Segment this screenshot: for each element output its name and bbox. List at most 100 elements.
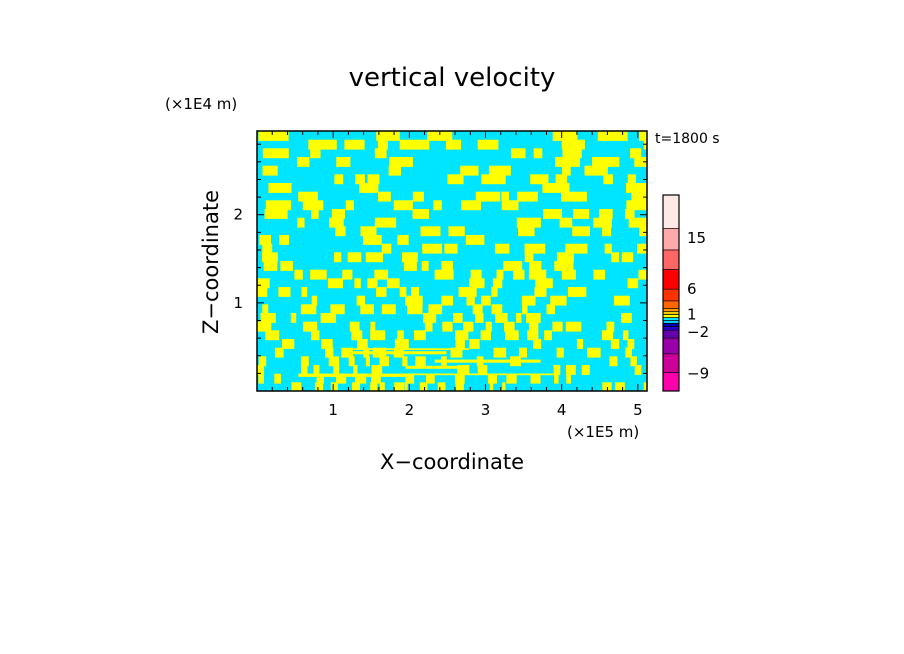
positive-velocity-cell [422, 243, 443, 254]
positive-velocity-cell [625, 347, 632, 358]
positive-velocity-cell [521, 295, 536, 306]
positive-velocity-cell [262, 304, 269, 315]
positive-velocity-cell [481, 295, 491, 306]
positive-velocity-cell [470, 269, 482, 280]
positive-velocity-cell [320, 313, 337, 323]
positive-velocity-cell [258, 131, 289, 141]
chart-title: vertical velocity [349, 63, 556, 93]
positive-velocity-cell [279, 235, 290, 245]
positive-velocity-cell [528, 321, 539, 332]
positive-velocity-cell [298, 191, 318, 202]
positive-velocity-cell [423, 313, 437, 323]
positive-velocity-cell [566, 373, 571, 384]
positive-velocity-cell [638, 269, 647, 280]
positive-velocity-cell [264, 209, 288, 219]
positive-velocity-cell [562, 148, 582, 159]
positive-velocity-cell [614, 382, 625, 391]
positive-velocity-cell [359, 183, 379, 193]
positive-velocity-cell [311, 295, 318, 306]
positive-velocity-cell [606, 321, 615, 332]
positive-velocity-cell [469, 339, 480, 349]
positive-velocity-cell [354, 278, 361, 289]
positive-velocity-cell [353, 365, 358, 375]
positive-velocity-cell [454, 373, 465, 384]
positive-velocity-cell [510, 148, 526, 159]
positive-velocity-cell [460, 165, 479, 176]
positive-velocity-cell [516, 217, 541, 228]
positive-velocity-cell [625, 209, 635, 219]
positive-velocity-cell [365, 252, 383, 263]
positive-velocity-cell [330, 304, 345, 315]
positive-velocity-cell [603, 174, 613, 185]
positive-velocity-cell [597, 131, 628, 141]
positive-velocity-cell [555, 157, 580, 167]
positive-velocity-cell [379, 382, 385, 391]
positive-velocity-cell [550, 295, 567, 306]
positive-velocity-cell [455, 330, 469, 341]
colorbar-band [662, 300, 680, 309]
positive-velocity-cell [259, 235, 271, 245]
positive-velocity-cell [477, 139, 499, 150]
positive-velocity-cell [638, 131, 647, 141]
positive-velocity-cell [567, 287, 587, 297]
positive-velocity-cell [330, 382, 338, 391]
positive-velocity-cell [503, 261, 523, 271]
positive-velocity-cell [634, 157, 647, 167]
positive-velocity-cell [262, 165, 278, 176]
positive-velocity-cell [331, 209, 345, 219]
positive-velocity-cell [412, 209, 429, 219]
positive-velocity-cell [321, 339, 333, 349]
positive-velocity-cell [265, 330, 280, 341]
positive-velocity-cell [463, 321, 474, 332]
positive-velocity-cell [405, 295, 423, 306]
positive-velocity-cell [592, 157, 620, 167]
colorbar-band [662, 311, 680, 315]
x-tick-label-5: 5 [633, 401, 643, 419]
positive-velocity-cell [555, 174, 568, 185]
positive-velocity-cell [278, 287, 291, 297]
positive-velocity-cell [263, 261, 278, 271]
positive-velocity-cell [553, 365, 561, 375]
positive-velocity-cell [282, 339, 295, 349]
positive-velocity-cell [397, 330, 404, 341]
positive-velocity-cell [433, 200, 442, 211]
positive-velocity-band [434, 359, 541, 363]
positive-velocity-cell [611, 252, 620, 263]
positive-velocity-cell [593, 217, 612, 228]
positive-velocity-cell [437, 382, 446, 391]
colorbar-band [662, 320, 680, 324]
positive-velocity-cell [386, 278, 400, 289]
colorbar-band [662, 325, 680, 331]
positive-velocity-cell [434, 269, 454, 280]
positive-velocity-cell [529, 261, 542, 271]
positive-velocity-cell [349, 321, 360, 332]
positive-velocity-cell [371, 365, 383, 375]
colorbar: 15 6 1−2 −9 [662, 194, 709, 392]
colorbar-band [662, 329, 680, 339]
positive-velocity-cell [554, 261, 574, 271]
positive-velocity-cell [328, 356, 340, 367]
positive-velocity-cell [613, 295, 630, 306]
x-axis: 1 2 3 4 5 [271, 131, 643, 419]
positive-velocity-cell [347, 252, 362, 263]
positive-velocity-band [405, 365, 464, 369]
colorbar-band [662, 372, 680, 392]
colorbar-label: −9 [687, 364, 709, 382]
positive-velocity-cell [533, 339, 542, 349]
positive-velocity-cell [556, 252, 574, 263]
positive-velocity-cell [302, 200, 324, 211]
positive-velocity-cell [599, 209, 613, 219]
positive-velocity-cell [504, 321, 515, 332]
positive-velocity-cell [627, 339, 635, 349]
colorbar-band [662, 337, 680, 355]
positive-velocity-cell [427, 131, 453, 141]
positive-velocity-cell [602, 382, 612, 391]
positive-velocity-cell [457, 365, 470, 375]
positive-velocity-cell [556, 347, 564, 358]
positive-velocity-cell [420, 226, 441, 237]
positive-velocity-cell [404, 382, 408, 391]
positive-velocity-cell [274, 347, 284, 358]
positive-velocity-regions [257, 131, 647, 391]
positive-velocity-cell [542, 183, 570, 193]
colorbar-band [662, 314, 680, 318]
